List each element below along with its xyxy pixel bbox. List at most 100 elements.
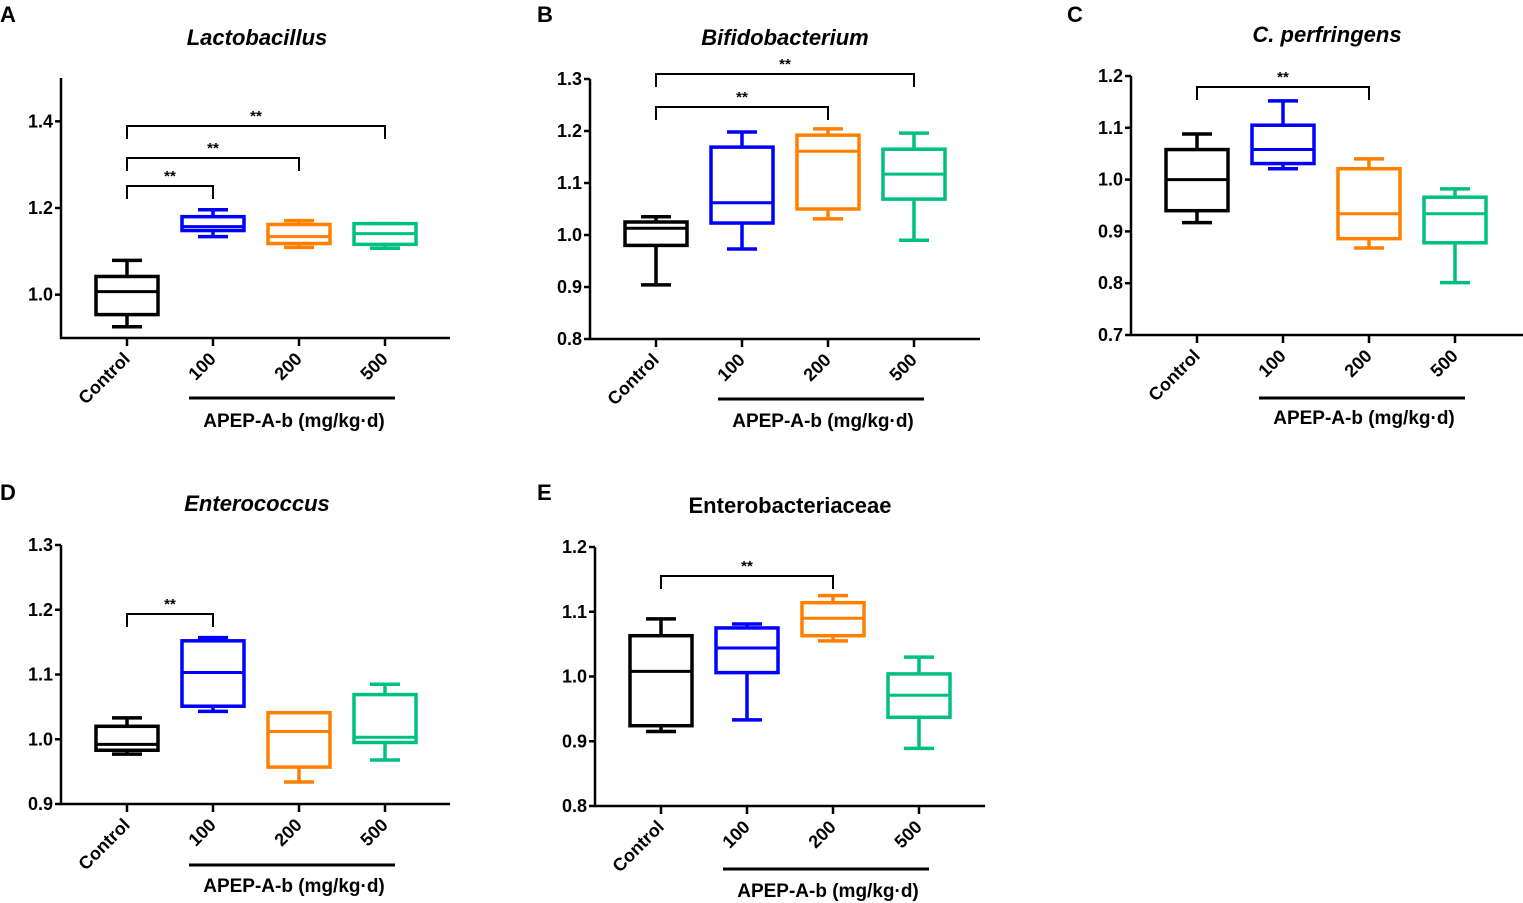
x-tick-label: 500	[890, 817, 925, 852]
y-tick-label: 1.3	[28, 535, 53, 555]
iqr-box	[266, 710, 332, 769]
iqr-box	[94, 274, 160, 317]
chart-title: Bifidobacterium	[701, 25, 868, 50]
iqr-box	[1422, 195, 1488, 245]
panel-c: C C. perfringens 0.7 0.8 0.9 1.0 1.1 1.2 Control…	[1067, 2, 1523, 429]
iqr-box	[628, 633, 694, 728]
y-tick-label: 0.7	[1098, 325, 1123, 345]
x-tick-label: 500	[356, 349, 391, 384]
box-control	[94, 716, 160, 756]
significance-bracket	[126, 125, 386, 139]
x-tick-label: Control	[1144, 346, 1203, 405]
y-tick-label: 1.4	[28, 111, 53, 131]
panel-a: A Lactobacillus 1.0 1.2 1.4 Control 100 200 500 A…	[0, 2, 450, 432]
box-200	[266, 710, 332, 784]
iqr-box	[623, 220, 689, 248]
y-tick-label: 0.9	[557, 277, 582, 297]
x-tick-label: Control	[608, 817, 667, 876]
x-tick-label: 100	[184, 815, 219, 850]
box-500	[352, 682, 418, 762]
y-tick-label: 1.0	[28, 285, 53, 305]
box-200	[1336, 157, 1402, 250]
y-tick-label: 1.0	[562, 667, 587, 687]
x-tick-label: 200	[270, 349, 305, 384]
panel-label: C	[1067, 2, 1083, 27]
x-tick-label: Control	[74, 349, 133, 408]
group-label: APEP-A-b (mg/kg·d)	[732, 411, 914, 432]
group-label: APEP-A-b (mg/kg·d)	[203, 411, 385, 432]
y-tick-label: 1.3	[557, 69, 582, 89]
iqr-box	[709, 145, 775, 225]
box-100	[1250, 99, 1316, 171]
box-200	[266, 218, 332, 250]
box-100	[180, 635, 246, 714]
panel-d: D Enterococcus 0.9 1.0 1.1 1.2 1.3 Control 100 20…	[0, 480, 450, 897]
panel-e: E Enterobacteriaceae 0.8 0.9 1.0 1.1 1.2 Contro…	[537, 480, 985, 902]
x-tick-label: 100	[184, 349, 219, 384]
y-tick-label: 1.0	[28, 729, 53, 749]
iqr-box	[94, 724, 160, 753]
x-tick-label: 500	[1426, 346, 1461, 381]
y-tick-label: 1.2	[557, 121, 582, 141]
iqr-box	[1250, 123, 1316, 166]
panel-label: E	[537, 480, 552, 505]
y-tick-label: 1.2	[28, 600, 53, 620]
iqr-box	[266, 222, 332, 246]
iqr-box	[714, 626, 780, 675]
significance-bracket	[126, 185, 214, 199]
significance-label: **	[250, 108, 262, 125]
significance-label: **	[1277, 69, 1289, 86]
box-200	[795, 127, 861, 221]
x-tick-label: 500	[885, 350, 920, 385]
significance-bracket	[655, 73, 915, 87]
chart-title: Enterococcus	[184, 491, 330, 516]
significance-label: **	[207, 140, 219, 157]
box-control	[623, 215, 689, 287]
iqr-box	[795, 133, 861, 211]
x-tick-label: 200	[270, 815, 305, 850]
x-tick-label: 200	[804, 817, 839, 852]
box-200	[800, 593, 866, 643]
panel-label: A	[0, 2, 16, 27]
box-control	[628, 617, 694, 734]
x-tick-label: 100	[718, 817, 753, 852]
y-tick-label: 1.1	[1098, 118, 1123, 138]
box-500	[352, 221, 418, 251]
y-tick-label: 0.8	[1098, 273, 1123, 293]
y-tick-label: 1.2	[1098, 66, 1123, 86]
y-tick-label: 0.9	[562, 731, 587, 751]
y-tick-label: 1.1	[557, 173, 582, 193]
significance-label: **	[164, 596, 176, 613]
box-100	[709, 130, 775, 251]
y-tick-label: 0.8	[562, 796, 587, 816]
iqr-box	[352, 692, 418, 745]
box-100	[714, 622, 780, 722]
x-tick-label: Control	[603, 350, 662, 409]
iqr-box	[180, 214, 246, 233]
significance-label: **	[736, 89, 748, 106]
box-100	[180, 207, 246, 239]
box-500	[886, 655, 952, 751]
y-tick-label: 1.2	[562, 537, 587, 557]
box-control	[94, 258, 160, 329]
significance-label: **	[779, 56, 791, 73]
x-tick-label: 100	[1254, 346, 1289, 381]
significance-bracket	[655, 106, 829, 120]
y-tick-label: 1.0	[557, 225, 582, 245]
y-tick-label: 0.8	[557, 329, 582, 349]
chart-title: Lactobacillus	[187, 25, 328, 50]
group-label: APEP-A-b (mg/kg·d)	[737, 881, 919, 902]
significance-label: **	[741, 558, 753, 575]
x-tick-label: 200	[799, 350, 834, 385]
box-control	[1164, 132, 1230, 225]
significance-bracket	[660, 575, 834, 589]
y-tick-label: 1.2	[28, 198, 53, 218]
x-tick-label: 200	[1340, 346, 1375, 381]
significance-label: **	[164, 168, 176, 185]
significance-bracket	[1196, 86, 1370, 100]
group-label: APEP-A-b (mg/kg·d)	[203, 876, 385, 897]
box-500	[881, 131, 947, 242]
y-tick-label: 0.9	[1098, 221, 1123, 241]
y-tick-label: 1.0	[1098, 170, 1123, 190]
